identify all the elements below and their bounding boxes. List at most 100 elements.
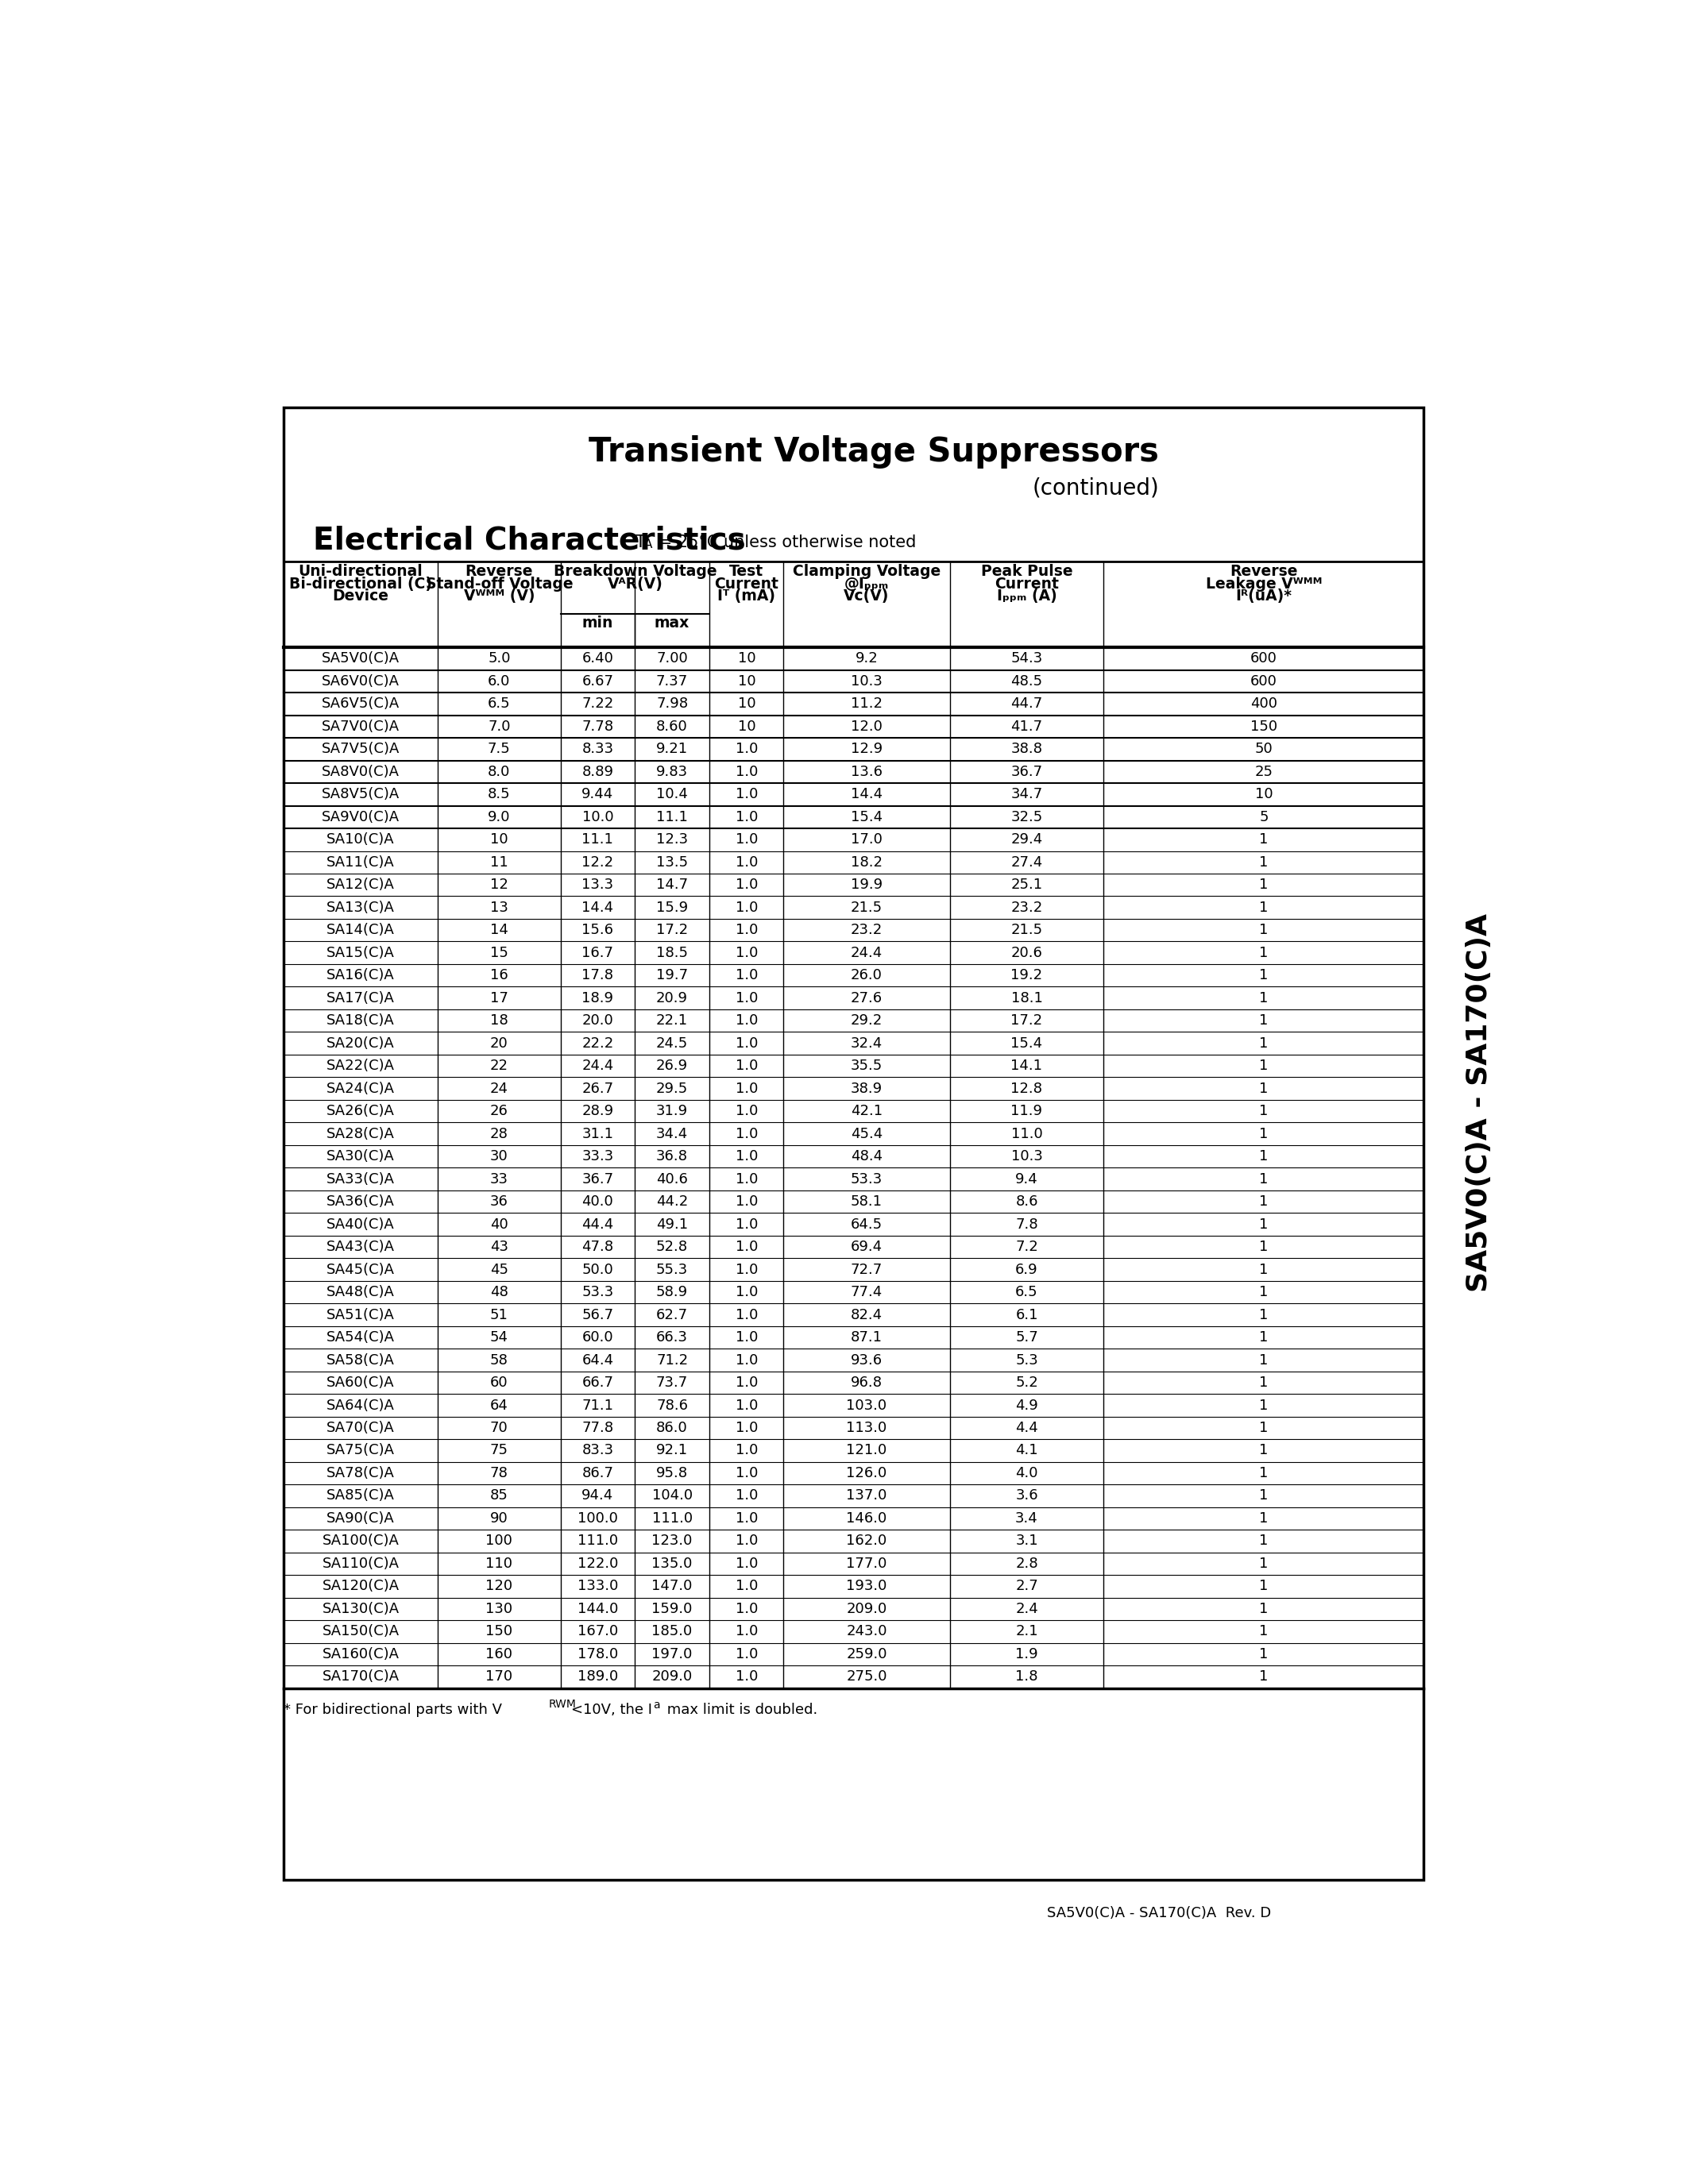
Text: 185.0: 185.0	[652, 1625, 692, 1638]
Text: 15.4: 15.4	[851, 810, 883, 823]
Text: 1: 1	[1259, 1149, 1268, 1164]
Text: 60.0: 60.0	[582, 1330, 613, 1345]
Text: 600: 600	[1251, 675, 1278, 688]
Text: 1.0: 1.0	[736, 1671, 758, 1684]
Text: 1.0: 1.0	[736, 1444, 758, 1457]
Text: 30: 30	[490, 1149, 508, 1164]
Text: 33.3: 33.3	[582, 1149, 614, 1164]
Text: 6.0: 6.0	[488, 675, 510, 688]
Text: 60: 60	[490, 1376, 508, 1389]
Text: 600: 600	[1251, 651, 1278, 666]
Text: 4.9: 4.9	[1014, 1398, 1038, 1413]
Text: 1: 1	[1259, 832, 1268, 847]
Text: 21.5: 21.5	[1011, 924, 1043, 937]
Text: 23.2: 23.2	[851, 924, 883, 937]
Text: 44.4: 44.4	[582, 1216, 614, 1232]
Text: SA64(C)A: SA64(C)A	[326, 1398, 395, 1413]
Text: 1: 1	[1259, 1105, 1268, 1118]
Text: SA5V0(C)A: SA5V0(C)A	[322, 651, 400, 666]
Text: 1.0: 1.0	[736, 1533, 758, 1548]
Text: 11.1: 11.1	[582, 832, 613, 847]
Text: 25: 25	[1254, 764, 1273, 780]
Text: 31.1: 31.1	[582, 1127, 613, 1140]
Text: 259.0: 259.0	[846, 1647, 888, 1662]
Text: 1.0: 1.0	[736, 810, 758, 823]
Text: 34.4: 34.4	[657, 1127, 689, 1140]
Text: 83.3: 83.3	[582, 1444, 613, 1457]
Text: 48.4: 48.4	[851, 1149, 883, 1164]
Text: * For bidirectional parts with V: * For bidirectional parts with V	[284, 1701, 501, 1717]
Text: SA28(C)A: SA28(C)A	[326, 1127, 395, 1140]
Text: 87.1: 87.1	[851, 1330, 883, 1345]
Text: 72.7: 72.7	[851, 1262, 883, 1278]
Text: 82.4: 82.4	[851, 1308, 883, 1321]
Text: 9.44: 9.44	[582, 786, 614, 802]
Text: 1: 1	[1259, 1035, 1268, 1051]
Text: Current: Current	[714, 577, 778, 592]
Text: 1.0: 1.0	[736, 1489, 758, 1503]
Text: 209.0: 209.0	[652, 1671, 692, 1684]
Text: SA18(C)A: SA18(C)A	[326, 1013, 395, 1029]
Text: SA40(C)A: SA40(C)A	[326, 1216, 395, 1232]
Text: 1.0: 1.0	[736, 856, 758, 869]
Text: 38.9: 38.9	[851, 1081, 883, 1096]
Text: 1.0: 1.0	[736, 1398, 758, 1413]
Text: 14.4: 14.4	[851, 786, 883, 802]
Text: 45.4: 45.4	[851, 1127, 883, 1140]
Text: 1: 1	[1259, 1671, 1268, 1684]
Text: 54.3: 54.3	[1011, 651, 1043, 666]
Text: 32.4: 32.4	[851, 1035, 883, 1051]
Text: 8.5: 8.5	[488, 786, 510, 802]
Text: 24.5: 24.5	[657, 1035, 689, 1051]
Text: 1: 1	[1259, 1081, 1268, 1096]
Text: SA110(C)A: SA110(C)A	[322, 1557, 398, 1570]
Text: 4.0: 4.0	[1016, 1465, 1038, 1481]
Text: 26.0: 26.0	[851, 968, 883, 983]
Text: SA58(C)A: SA58(C)A	[326, 1352, 395, 1367]
Text: Breakdown Voltage: Breakdown Voltage	[554, 563, 717, 579]
Text: 1: 1	[1259, 1330, 1268, 1345]
Text: 7.0: 7.0	[488, 719, 510, 734]
Text: Electrical Characteristics: Electrical Characteristics	[312, 524, 746, 555]
Text: 10: 10	[738, 651, 756, 666]
Text: SA43(C)A: SA43(C)A	[326, 1241, 395, 1254]
Text: 135.0: 135.0	[652, 1557, 692, 1570]
Text: SA70(C)A: SA70(C)A	[326, 1422, 395, 1435]
Text: SA54(C)A: SA54(C)A	[326, 1330, 395, 1345]
Text: 8.33: 8.33	[582, 743, 613, 756]
Text: SA13(C)A: SA13(C)A	[326, 900, 395, 915]
Text: Vᵂᴹᴹ (V): Vᵂᴹᴹ (V)	[464, 587, 535, 603]
Text: 8.89: 8.89	[582, 764, 613, 780]
Text: VᴬR(V): VᴬR(V)	[608, 577, 663, 592]
Text: Reverse: Reverse	[1231, 563, 1298, 579]
Text: 78.6: 78.6	[657, 1398, 689, 1413]
Text: 10.0: 10.0	[582, 810, 613, 823]
Text: 36: 36	[490, 1195, 508, 1208]
Text: 1.0: 1.0	[736, 764, 758, 780]
Text: 34.7: 34.7	[1011, 786, 1043, 802]
Text: 13.5: 13.5	[657, 856, 689, 869]
Text: 94.4: 94.4	[582, 1489, 614, 1503]
Text: 110: 110	[486, 1557, 513, 1570]
Text: 10.4: 10.4	[657, 786, 689, 802]
Text: 146.0: 146.0	[846, 1511, 886, 1527]
Text: 48.5: 48.5	[1011, 675, 1043, 688]
Text: 7.5: 7.5	[488, 743, 510, 756]
Text: 90: 90	[490, 1511, 508, 1527]
Text: 12.9: 12.9	[851, 743, 883, 756]
Text: 130: 130	[486, 1601, 513, 1616]
Text: 55.3: 55.3	[657, 1262, 689, 1278]
Text: SA8V5(C)A: SA8V5(C)A	[322, 786, 400, 802]
Text: 27.6: 27.6	[851, 992, 883, 1005]
Text: 3.4: 3.4	[1014, 1511, 1038, 1527]
Text: 6.9: 6.9	[1016, 1262, 1038, 1278]
Text: SA15(C)A: SA15(C)A	[326, 946, 395, 961]
Text: 178.0: 178.0	[577, 1647, 618, 1662]
Text: 12: 12	[490, 878, 508, 891]
Text: 78: 78	[490, 1465, 508, 1481]
Text: 5.7: 5.7	[1014, 1330, 1038, 1345]
Text: SA5V0(C)A - SA170(C)A  Rev. D: SA5V0(C)A - SA170(C)A Rev. D	[1047, 1907, 1271, 1920]
Text: 50.0: 50.0	[582, 1262, 613, 1278]
Text: SA26(C)A: SA26(C)A	[326, 1105, 395, 1118]
Text: 52.8: 52.8	[657, 1241, 689, 1254]
